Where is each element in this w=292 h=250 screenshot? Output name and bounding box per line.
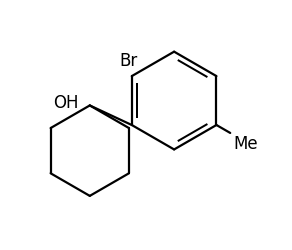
Text: Br: Br <box>119 52 137 70</box>
Text: Me: Me <box>233 135 258 153</box>
Text: OH: OH <box>53 94 79 112</box>
